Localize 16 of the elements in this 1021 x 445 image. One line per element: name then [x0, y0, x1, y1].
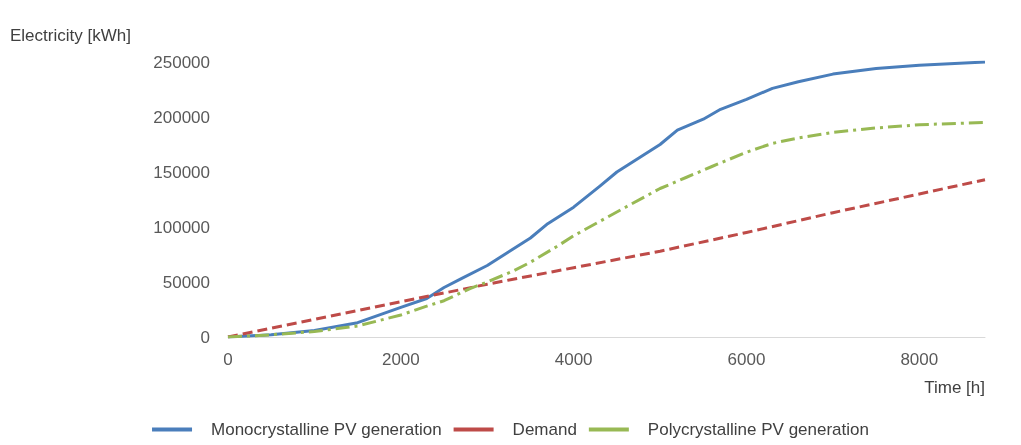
legend-label: Polycrystalline PV generation — [647, 420, 869, 439]
y-tick-label: 0 — [200, 327, 210, 347]
x-tick-label: 8000 — [900, 350, 939, 369]
x-tick-label: 2000 — [381, 350, 420, 369]
y-tick-label: 150000 — [153, 162, 210, 182]
x-axis-title: Time [h] — [924, 378, 985, 397]
x-tick-label: 0 — [223, 350, 233, 369]
y-tick-label: 100000 — [153, 217, 210, 237]
x-tick-label: 4000 — [554, 350, 593, 369]
y-tick-label: 250000 — [153, 52, 210, 72]
legend-label: Demand — [512, 420, 577, 439]
legend-label: Monocrystalline PV generation — [211, 420, 442, 439]
y-axis-title: Electricity [kWh] — [10, 26, 131, 45]
x-tick-label: 6000 — [727, 350, 766, 369]
y-tick-label: 200000 — [153, 107, 210, 127]
y-tick-label: 50000 — [162, 272, 210, 292]
